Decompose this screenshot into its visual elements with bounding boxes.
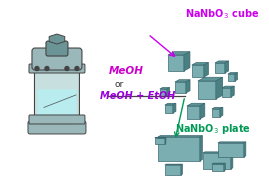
Polygon shape [244,142,246,157]
Polygon shape [186,80,190,93]
Text: MeOH + EtOH: MeOH + EtOH [100,91,175,101]
Circle shape [65,67,69,70]
Circle shape [45,67,49,70]
FancyBboxPatch shape [28,121,86,134]
Polygon shape [181,164,182,175]
Polygon shape [225,61,229,73]
FancyBboxPatch shape [29,115,85,124]
Polygon shape [192,63,208,65]
Polygon shape [218,142,246,143]
Polygon shape [212,109,220,117]
Polygon shape [49,34,65,44]
Polygon shape [212,164,224,171]
Polygon shape [220,107,223,117]
Polygon shape [175,80,190,82]
FancyBboxPatch shape [46,41,68,56]
Polygon shape [200,103,205,119]
Polygon shape [168,55,184,71]
Polygon shape [165,137,166,144]
Polygon shape [173,103,176,113]
Polygon shape [175,82,186,93]
Polygon shape [203,152,233,153]
Circle shape [75,67,79,70]
Polygon shape [192,65,204,77]
Polygon shape [155,138,165,144]
Polygon shape [228,73,238,74]
Polygon shape [168,52,190,55]
Polygon shape [235,73,238,81]
FancyBboxPatch shape [37,89,76,120]
Text: or: or [115,80,124,88]
Polygon shape [165,105,173,113]
Polygon shape [203,153,231,169]
Polygon shape [158,137,200,161]
Polygon shape [215,63,225,73]
Polygon shape [198,81,216,99]
Polygon shape [158,136,202,137]
Polygon shape [222,88,231,97]
Text: NaNbO$_3$ cube: NaNbO$_3$ cube [185,7,259,21]
Polygon shape [212,163,225,164]
Polygon shape [184,52,190,71]
Polygon shape [231,152,233,169]
Polygon shape [160,89,167,96]
Polygon shape [212,107,223,109]
FancyBboxPatch shape [29,64,85,73]
Polygon shape [231,86,234,97]
Polygon shape [222,86,234,88]
Polygon shape [215,61,229,63]
Text: MeOH: MeOH [109,66,144,76]
Polygon shape [155,137,166,138]
Polygon shape [165,164,182,165]
Polygon shape [187,103,205,106]
Polygon shape [160,88,169,89]
Polygon shape [224,163,225,171]
Circle shape [35,67,39,70]
Polygon shape [228,74,235,81]
Polygon shape [165,103,176,105]
Polygon shape [167,88,169,96]
Polygon shape [218,143,244,157]
Polygon shape [165,165,181,175]
FancyBboxPatch shape [32,48,82,70]
Polygon shape [200,136,202,161]
Polygon shape [216,77,223,99]
Polygon shape [198,77,223,81]
Polygon shape [187,106,200,119]
FancyBboxPatch shape [34,69,79,123]
Text: NaNbO$_3$ plate: NaNbO$_3$ plate [175,122,251,136]
Polygon shape [204,63,208,77]
